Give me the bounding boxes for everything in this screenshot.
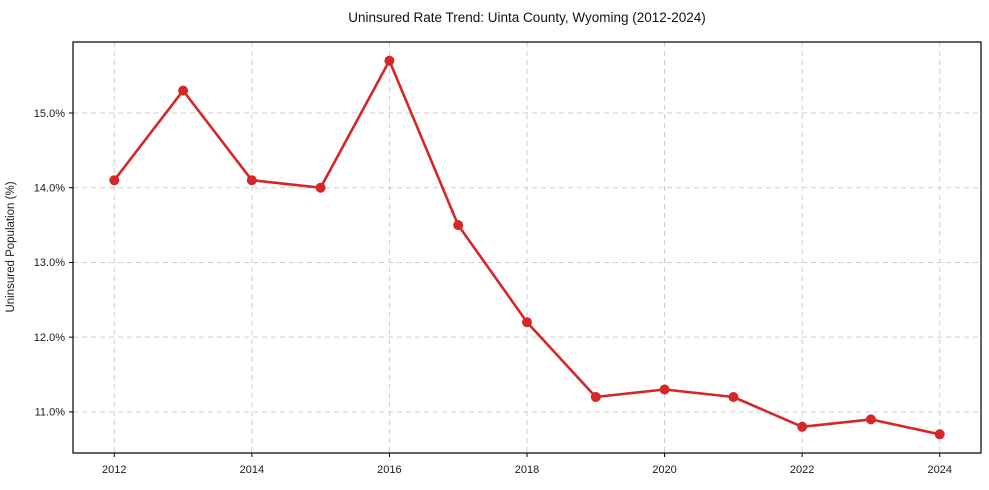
- data-point: [178, 85, 189, 96]
- x-tick-label: 2024: [927, 464, 951, 476]
- data-point: [453, 220, 464, 231]
- plot: 11.0% 12.0% 13.0% 14.0% 15.0% 2012 2014 2016 201…: [34, 41, 982, 476]
- data-point: [590, 392, 601, 402]
- y-tick-label: 14.0%: [34, 183, 65, 195]
- x-tick-label: 2022: [790, 464, 814, 476]
- x-tick-label: 2020: [652, 464, 676, 476]
- plot-border: [72, 41, 982, 454]
- data-point: [246, 175, 257, 186]
- data-point: [384, 55, 395, 66]
- data-point: [797, 421, 808, 432]
- x-tick-label: 2016: [377, 464, 401, 476]
- data-point: [109, 175, 120, 186]
- data-point: [659, 384, 670, 395]
- data-point: [728, 392, 739, 402]
- data-point: [934, 429, 945, 440]
- data-point: [865, 414, 876, 425]
- y-tick-label: 15.0%: [34, 108, 65, 120]
- y-axis-label: Uninsured Population (%): [5, 181, 17, 312]
- data-point: [315, 182, 326, 193]
- data-point: [522, 317, 532, 328]
- x-tick-label: 2014: [240, 464, 264, 476]
- x-tick-label: 2018: [515, 464, 539, 476]
- chart-title: Uninsured Rate Trend: Uinta County, Wyom…: [348, 10, 706, 25]
- y-tick-label: 13.0%: [34, 257, 65, 269]
- x-tick-label: 2012: [102, 464, 126, 476]
- y-tick-label: 12.0%: [34, 332, 65, 344]
- y-tick-label: 11.0%: [35, 407, 66, 419]
